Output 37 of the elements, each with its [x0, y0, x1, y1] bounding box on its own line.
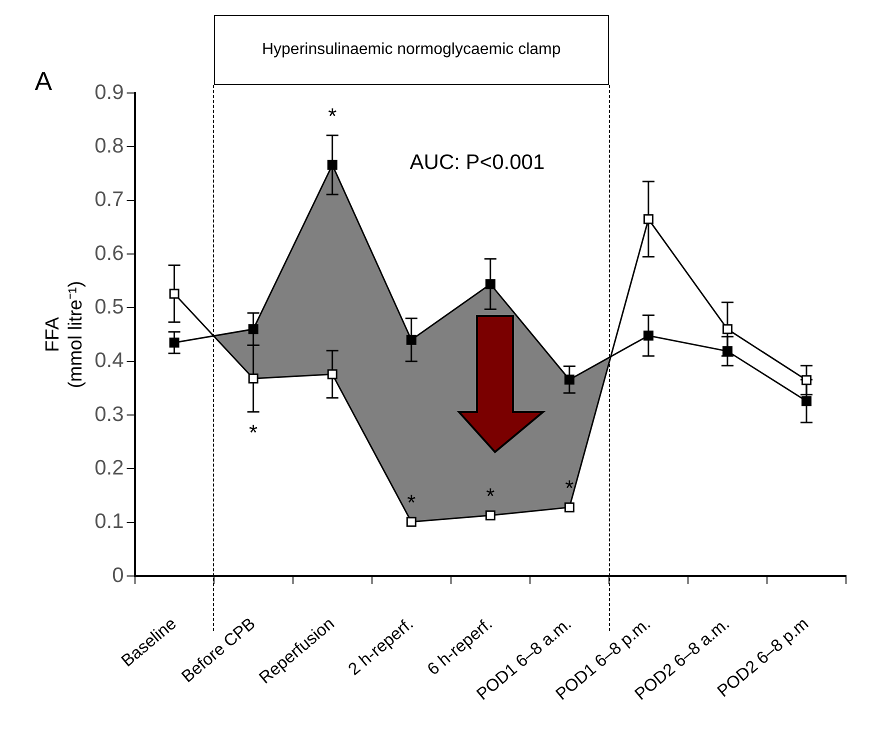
point [801, 396, 812, 406]
point [485, 279, 496, 290]
y-tick-label: 0.9 [94, 80, 124, 104]
y-tick-label: 0 [112, 564, 124, 587]
point [801, 375, 812, 386]
y-axis-title: FFA (mmol litre⁻¹) [42, 280, 86, 388]
annotation: AUC: P<0.001 [410, 150, 545, 174]
y-tick-label: 0.3 [94, 402, 124, 426]
point [485, 510, 496, 520]
annotation: * [486, 483, 496, 508]
text: A [34, 66, 53, 96]
y-tick-label: 0.1 [94, 510, 124, 534]
point [643, 330, 654, 341]
point [564, 374, 574, 385]
point [327, 369, 338, 380]
point [169, 338, 180, 348]
annotation: * [328, 103, 338, 128]
y-tick-label: 0.6 [94, 242, 124, 265]
point [169, 288, 180, 299]
point [248, 324, 258, 334]
annotation: * [407, 490, 416, 515]
y-tick-label: 0.8 [94, 134, 124, 158]
point [722, 346, 732, 356]
point [248, 374, 258, 384]
y-tick-label: 0.7 [94, 188, 124, 212]
point [327, 160, 338, 170]
y-tick-label: 0.4 [94, 349, 124, 372]
point [722, 324, 732, 334]
y-tick-label: 0.5 [94, 295, 124, 318]
point [564, 502, 574, 512]
annotation: * [565, 475, 574, 500]
y-tick-label: 0.2 [94, 456, 124, 480]
point [406, 516, 416, 527]
text: Hyperinsulinaemic normoglycaemic clamp [214, 15, 609, 85]
point [643, 214, 654, 224]
annotation: * [249, 420, 258, 445]
point [406, 334, 416, 345]
